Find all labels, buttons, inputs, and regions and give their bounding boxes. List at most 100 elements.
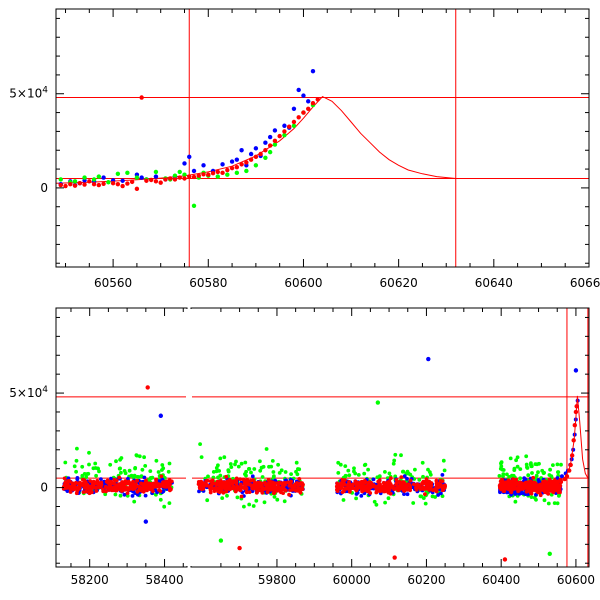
data-point <box>436 493 440 497</box>
data-point <box>306 99 311 104</box>
data-point <box>225 172 230 177</box>
data-point <box>298 487 302 492</box>
data-point <box>260 475 265 479</box>
data-point <box>199 455 204 459</box>
data-point <box>229 465 234 469</box>
data-point <box>346 468 351 473</box>
data-point <box>134 484 139 488</box>
data-point <box>216 463 220 468</box>
data-point <box>95 466 100 471</box>
data-point <box>383 500 387 505</box>
data-point <box>197 489 201 494</box>
data-point <box>515 455 520 460</box>
x-tick-label: 60600 <box>284 276 322 290</box>
data-point <box>343 464 348 468</box>
data-point <box>423 501 428 506</box>
data-point <box>529 464 534 469</box>
data-point <box>134 186 140 192</box>
data-point <box>215 169 221 175</box>
data-point <box>187 154 192 160</box>
data-point <box>382 489 386 494</box>
data-point <box>283 488 288 493</box>
x-tick-label: 59800 <box>258 573 296 587</box>
data-point <box>198 442 203 446</box>
data-point <box>267 482 272 487</box>
data-point <box>264 447 269 451</box>
data-point <box>534 473 539 478</box>
data-point <box>99 477 103 481</box>
data-point <box>82 472 87 476</box>
data-point <box>218 456 223 461</box>
data-point <box>145 485 150 489</box>
data-point <box>525 465 529 469</box>
data-point <box>392 487 396 491</box>
data-point <box>221 481 226 486</box>
data-point <box>81 490 86 494</box>
data-point <box>258 482 263 487</box>
data-point <box>541 479 545 484</box>
data-point <box>139 175 144 180</box>
data-point <box>518 467 523 471</box>
data-point <box>272 142 278 147</box>
data-point <box>191 168 197 174</box>
x-tick-label: 58400 <box>145 573 183 587</box>
data-point <box>405 476 409 481</box>
data-point <box>374 502 379 507</box>
data-point <box>215 479 220 484</box>
data-point <box>140 482 145 486</box>
data-point <box>114 459 118 464</box>
data-point <box>239 148 244 153</box>
data-point <box>127 468 132 473</box>
data-point <box>267 134 273 140</box>
data-point <box>275 497 280 502</box>
model-curve <box>56 95 456 184</box>
data-point <box>70 481 75 486</box>
data-point <box>252 467 257 471</box>
data-point <box>297 477 302 481</box>
data-point <box>125 181 130 186</box>
data-point <box>401 469 405 474</box>
data-point <box>435 485 440 490</box>
data-point <box>108 462 113 467</box>
data-point <box>244 168 249 174</box>
data-point <box>411 482 416 487</box>
data-point <box>414 487 419 492</box>
x-tick-label: 60640 <box>475 276 513 290</box>
data-point <box>142 455 147 460</box>
data-point <box>277 133 282 139</box>
data-point <box>125 170 130 176</box>
data-point <box>534 492 538 497</box>
data-point <box>106 180 111 185</box>
data-point <box>354 481 359 486</box>
data-point <box>259 465 264 470</box>
data-point <box>220 162 225 167</box>
data-point <box>137 454 142 459</box>
data-point <box>549 474 554 478</box>
data-point <box>546 492 551 496</box>
data-point <box>253 154 259 160</box>
data-point <box>239 482 243 487</box>
data-point <box>347 473 352 478</box>
data-point <box>163 177 168 182</box>
data-point <box>122 488 127 492</box>
data-point <box>198 483 203 487</box>
data-point <box>341 498 346 502</box>
data-point <box>366 467 370 472</box>
data-point <box>158 413 163 418</box>
data-point <box>362 471 367 476</box>
data-point <box>67 484 71 489</box>
data-point <box>421 496 426 500</box>
data-point <box>531 484 536 489</box>
data-point <box>177 175 182 180</box>
data-point <box>206 474 210 479</box>
data-point <box>360 485 365 490</box>
data-point <box>544 487 549 492</box>
data-point <box>502 557 508 562</box>
data-point <box>413 467 417 472</box>
data-point <box>115 171 121 176</box>
data-point <box>84 475 89 479</box>
data-point <box>172 177 178 182</box>
data-point <box>215 174 221 179</box>
data-point <box>220 496 225 500</box>
data-point <box>58 182 63 188</box>
